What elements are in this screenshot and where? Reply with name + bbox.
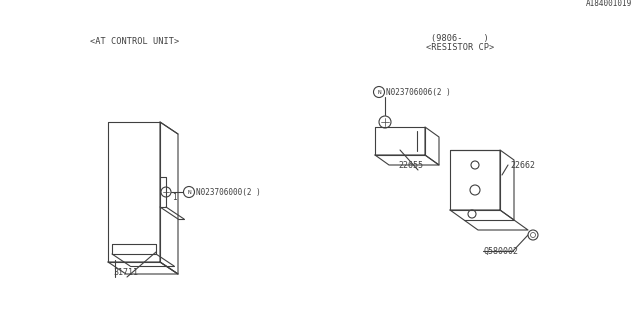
Text: 31711: 31711 (113, 268, 138, 277)
Text: <RESISTOR CP>: <RESISTOR CP> (426, 44, 494, 52)
Text: <AT CONTROL UNIT>: <AT CONTROL UNIT> (90, 37, 180, 46)
Text: N: N (377, 90, 381, 94)
Text: 22662: 22662 (510, 161, 535, 170)
Text: Q580002: Q580002 (483, 246, 518, 255)
Text: A184001019: A184001019 (586, 0, 632, 8)
Text: N023706006(2 ): N023706006(2 ) (386, 87, 451, 97)
Text: (9806-    ): (9806- ) (431, 34, 489, 43)
Text: N: N (187, 189, 191, 195)
Text: N023706000(2 ): N023706000(2 ) (196, 188, 260, 196)
Text: 1: 1 (172, 194, 176, 203)
Text: 22655: 22655 (398, 161, 423, 170)
